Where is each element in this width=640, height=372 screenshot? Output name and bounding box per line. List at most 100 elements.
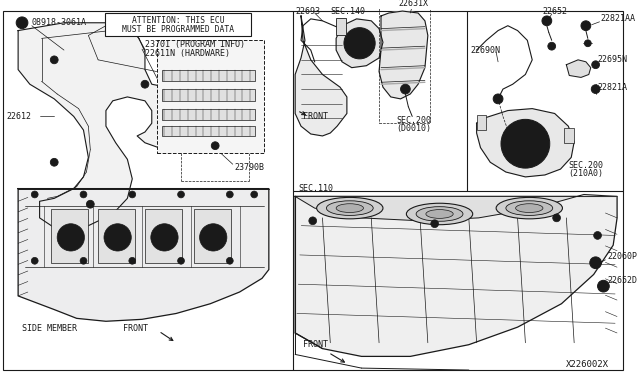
Circle shape <box>594 231 602 239</box>
Circle shape <box>598 280 609 292</box>
Text: 22612: 22612 <box>6 112 31 121</box>
Text: 23701 (PROGRAM INFO): 23701 (PROGRAM INFO) <box>145 40 245 49</box>
Text: 22821A: 22821A <box>598 83 628 92</box>
Polygon shape <box>295 195 617 221</box>
Text: 22690N: 22690N <box>471 46 500 55</box>
Bar <box>98 209 135 263</box>
Text: 08918-3061A: 08918-3061A <box>32 18 87 27</box>
Polygon shape <box>18 23 188 228</box>
Circle shape <box>581 21 591 31</box>
Circle shape <box>511 129 540 158</box>
Polygon shape <box>379 11 428 99</box>
Text: 22821AA: 22821AA <box>600 15 636 23</box>
Circle shape <box>351 35 369 52</box>
Text: SEC.200: SEC.200 <box>568 161 604 170</box>
Circle shape <box>157 230 172 245</box>
Polygon shape <box>18 189 269 321</box>
Bar <box>336 18 346 35</box>
Circle shape <box>493 94 503 104</box>
Ellipse shape <box>506 201 553 215</box>
Circle shape <box>251 191 258 198</box>
Text: FRONT: FRONT <box>303 112 328 121</box>
Polygon shape <box>336 19 383 68</box>
Text: SEC.200: SEC.200 <box>397 116 431 125</box>
Circle shape <box>63 230 79 245</box>
Circle shape <box>227 191 233 198</box>
Circle shape <box>501 119 550 168</box>
Circle shape <box>104 224 131 251</box>
Circle shape <box>80 191 87 198</box>
Circle shape <box>80 257 87 264</box>
Circle shape <box>51 56 58 64</box>
Bar <box>157 40 264 153</box>
Ellipse shape <box>496 198 563 219</box>
Text: 22652: 22652 <box>542 7 567 16</box>
Bar <box>161 89 255 101</box>
Circle shape <box>57 224 84 251</box>
Circle shape <box>593 260 598 266</box>
Polygon shape <box>295 196 617 356</box>
Circle shape <box>495 96 501 102</box>
Text: ATTENTION: THIS ECU: ATTENTION: THIS ECU <box>132 16 225 25</box>
Circle shape <box>401 84 410 94</box>
Bar <box>161 126 255 136</box>
Circle shape <box>151 224 178 251</box>
Text: X226002X: X226002X <box>566 360 609 369</box>
Text: 22611N (HARDWARE): 22611N (HARDWARE) <box>145 49 230 58</box>
Circle shape <box>16 17 28 29</box>
Circle shape <box>542 16 552 26</box>
Circle shape <box>548 42 556 50</box>
Circle shape <box>86 200 94 208</box>
Text: SEC.110: SEC.110 <box>298 184 333 193</box>
Circle shape <box>141 80 149 88</box>
Text: 22695N: 22695N <box>598 55 628 64</box>
Polygon shape <box>477 109 574 177</box>
Ellipse shape <box>317 198 383 219</box>
Circle shape <box>31 191 38 198</box>
Ellipse shape <box>326 201 373 215</box>
Bar <box>145 209 182 263</box>
Text: FRONT: FRONT <box>303 340 328 349</box>
Circle shape <box>178 257 184 264</box>
Ellipse shape <box>416 207 463 221</box>
Polygon shape <box>566 60 591 77</box>
Bar <box>477 115 486 130</box>
Circle shape <box>129 191 136 198</box>
Bar <box>161 109 255 120</box>
Circle shape <box>211 142 219 150</box>
Text: SEC.140: SEC.140 <box>330 7 365 16</box>
FancyBboxPatch shape <box>105 13 252 36</box>
Text: 23790B: 23790B <box>235 163 265 171</box>
Ellipse shape <box>336 204 364 212</box>
Text: 22631X: 22631X <box>399 0 429 8</box>
Text: FRONT: FRONT <box>122 324 147 333</box>
Circle shape <box>129 257 136 264</box>
Circle shape <box>592 61 600 68</box>
Circle shape <box>309 217 317 225</box>
Circle shape <box>518 136 533 151</box>
Bar <box>161 70 255 81</box>
Circle shape <box>200 224 227 251</box>
Bar <box>194 209 231 263</box>
Circle shape <box>591 85 600 93</box>
Circle shape <box>205 230 221 245</box>
Text: (210A0): (210A0) <box>568 169 604 177</box>
Circle shape <box>584 40 591 46</box>
Text: SIDE MEMBER: SIDE MEMBER <box>22 324 77 333</box>
Circle shape <box>553 214 561 222</box>
Text: MUST BE PROGRAMMED DATA: MUST BE PROGRAMMED DATA <box>122 25 234 34</box>
Circle shape <box>227 257 233 264</box>
Text: 22652D: 22652D <box>607 276 637 285</box>
Ellipse shape <box>426 209 453 218</box>
Text: 22693: 22693 <box>295 7 320 16</box>
Circle shape <box>590 257 602 269</box>
Polygon shape <box>295 16 347 136</box>
Circle shape <box>600 283 606 289</box>
Circle shape <box>51 158 58 166</box>
Bar <box>51 209 88 263</box>
Circle shape <box>431 220 438 228</box>
Text: (D0010): (D0010) <box>397 124 431 133</box>
Text: N: N <box>20 18 24 27</box>
Circle shape <box>344 28 375 59</box>
Circle shape <box>110 230 125 245</box>
